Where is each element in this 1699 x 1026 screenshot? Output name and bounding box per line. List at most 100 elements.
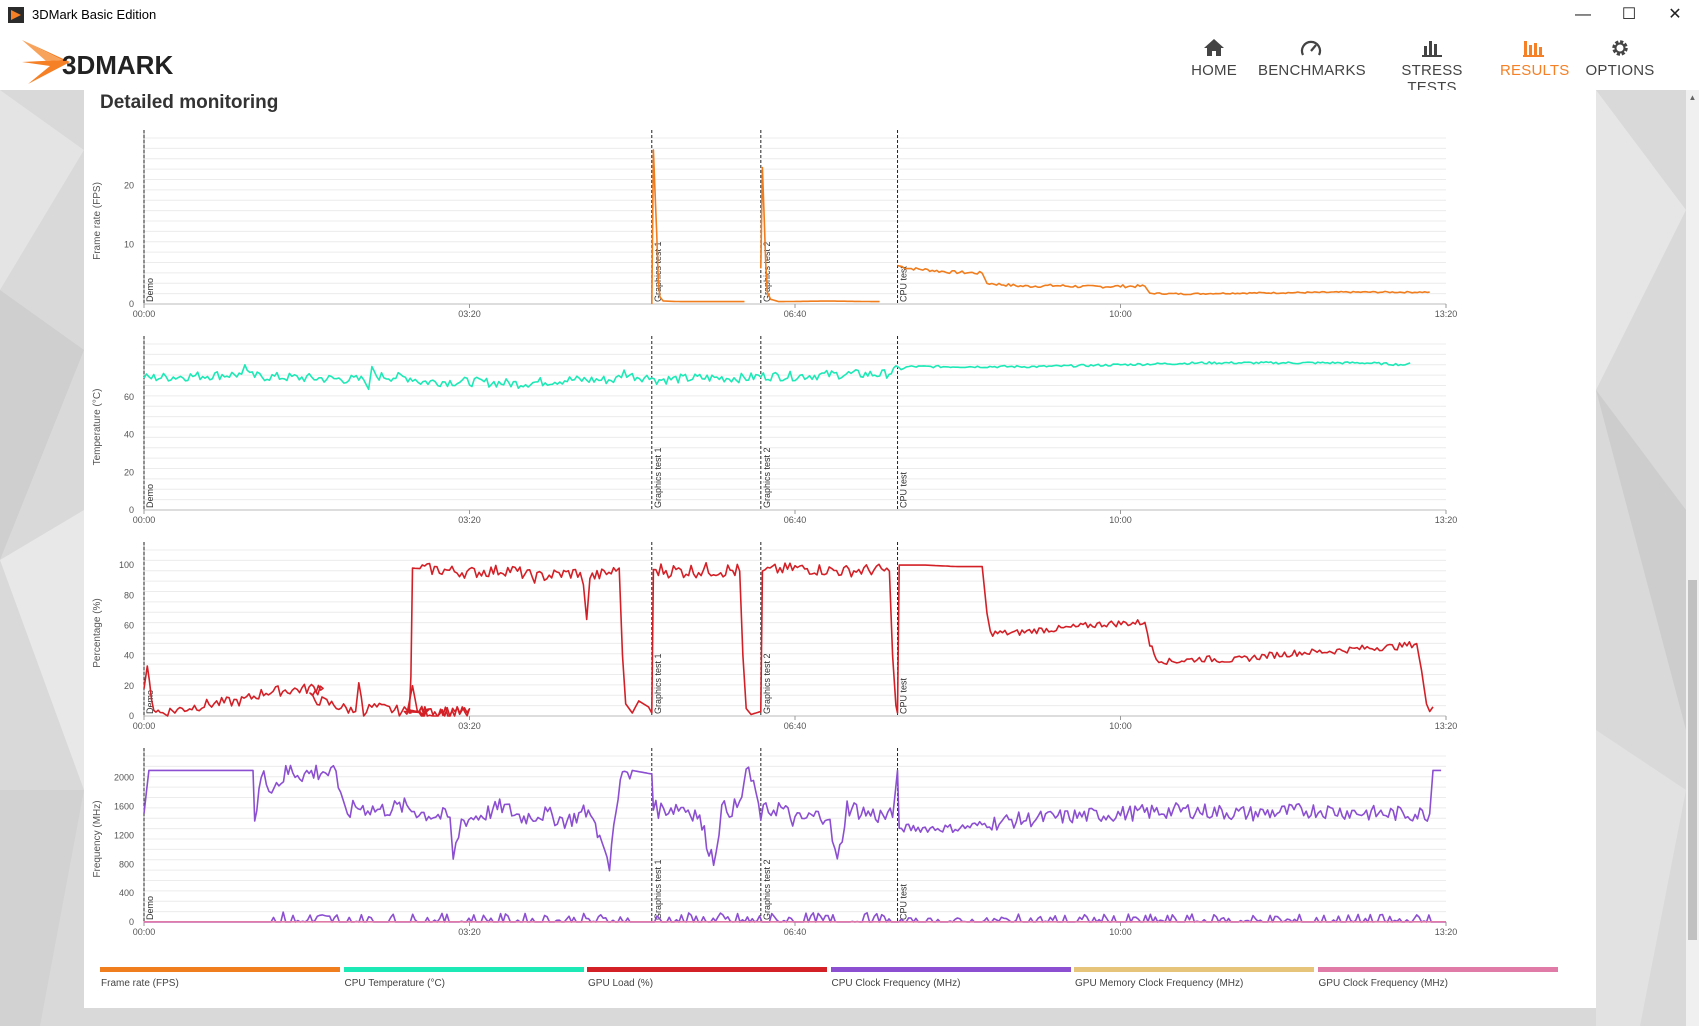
legend-swatch — [587, 967, 827, 972]
x-tick-label: 03:20 — [458, 515, 481, 524]
x-tick-label: 13:20 — [1435, 927, 1458, 936]
test-marker-label: Graphics test 1 — [653, 859, 663, 920]
legend-swatch — [830, 967, 1071, 972]
y-tick-label: 2000 — [114, 773, 134, 783]
window-title: 3DMark Basic Edition — [32, 7, 157, 22]
y-tick-label: 0 — [129, 917, 134, 927]
x-tick-label: 00:00 — [133, 721, 156, 730]
x-tick-label: 10:00 — [1109, 927, 1132, 936]
y-tick-label: 80 — [124, 590, 134, 600]
legend-label: CPU Temperature (°C) — [344, 978, 446, 989]
x-tick-label: 03:20 — [458, 721, 481, 730]
series-line — [143, 665, 471, 717]
test-marker-label: Graphics test 1 — [653, 653, 663, 714]
x-tick-label: 13:20 — [1435, 515, 1458, 524]
x-tick-label: 13:20 — [1435, 309, 1458, 318]
maximize-button[interactable]: ☐ — [1621, 6, 1637, 23]
legend-label: Frame rate (FPS) — [101, 978, 179, 989]
test-marker-label: Demo — [145, 278, 155, 302]
x-tick-label: 00:00 — [133, 309, 156, 318]
y-tick-label: 40 — [124, 430, 134, 440]
legend-swatch — [1074, 967, 1314, 972]
x-tick-label: 10:00 — [1109, 515, 1132, 524]
y-tick-label: 1600 — [114, 802, 134, 812]
series-line — [408, 561, 1434, 716]
bar-chart-icon — [1422, 41, 1442, 57]
vertical-scrollbar[interactable]: ▲ — [1686, 90, 1699, 1026]
nav-home[interactable]: HOME — [1188, 36, 1240, 86]
test-marker-label: Demo — [145, 690, 155, 714]
gear-icon — [1612, 40, 1628, 56]
test-marker-label: Graphics test 1 — [653, 447, 663, 508]
scrollbar-thumb[interactable] — [1688, 580, 1697, 940]
series-line — [143, 764, 1442, 872]
gpu-load-chart[interactable]: 0 20 40 60 80 100 00:00 03:20 06:40 10:00 13:20 Per… — [84, 540, 1596, 730]
y-tick-label: 40 — [124, 651, 134, 661]
detailed-monitoring-panel: Detailed monitoring 0 10 20 00:00 03:20 06:40… — [84, 90, 1596, 1008]
3dmark-logo[interactable]: 3DMARK — [20, 36, 230, 86]
legend-item[interactable]: CPU Temperature (°C) — [343, 967, 584, 1007]
fps-chart[interactable]: 0 10 20 00:00 03:20 06:40 10:00 13:20 Frame rate… — [84, 128, 1596, 318]
y-tick-label: 60 — [124, 620, 134, 630]
series-line — [897, 264, 1430, 296]
test-marker-label: CPU test — [899, 471, 909, 508]
test-marker-label: CPU test — [899, 677, 909, 714]
y-tick-label: 20 — [124, 467, 134, 477]
legend-item[interactable]: GPU Clock Frequency (MHz) — [1317, 967, 1558, 1007]
scroll-up-icon[interactable]: ▲ — [1688, 93, 1697, 102]
x-tick-label: 00:00 — [133, 927, 156, 936]
y-tick-label: 20 — [124, 681, 134, 691]
y-tick-label: 10 — [124, 240, 134, 250]
x-tick-label: 10:00 — [1109, 721, 1132, 730]
y-tick-label: 800 — [119, 859, 134, 869]
legend-item[interactable]: GPU Load (%) — [587, 967, 827, 1007]
legend-label: GPU Memory Clock Frequency (MHz) — [1075, 978, 1244, 989]
x-tick-label: 06:40 — [784, 721, 807, 730]
test-marker-label: Demo — [145, 484, 155, 508]
y-tick-label: 20 — [124, 180, 134, 190]
home-icon — [1204, 39, 1224, 56]
cpu-temperature-chart[interactable]: 0 20 40 60 00:00 03:20 06:40 10:00 13:20 Temperat… — [84, 334, 1596, 524]
y-tick-label: 100 — [119, 560, 134, 570]
x-tick-label: 10:00 — [1109, 309, 1132, 318]
nav-benchmarks[interactable]: BENCHMARKS — [1258, 36, 1366, 86]
gauge-icon — [1300, 40, 1322, 56]
series-line — [651, 149, 745, 305]
series-line — [144, 911, 1446, 923]
x-tick-label: 06:40 — [784, 927, 807, 936]
y-tick-label: 0 — [129, 505, 134, 515]
test-marker-label: Graphics test 2 — [762, 859, 772, 920]
legend-item[interactable]: Frame rate (FPS) — [100, 967, 340, 1007]
series-line — [143, 360, 1411, 391]
x-tick-label: 03:20 — [458, 309, 481, 318]
legend-swatch — [343, 967, 584, 972]
legend-item[interactable]: CPU Clock Frequency (MHz) — [830, 967, 1071, 1007]
test-marker-label: Graphics test 2 — [762, 653, 772, 714]
legend-label: GPU Clock Frequency (MHz) — [1318, 978, 1448, 989]
results-icon — [1523, 41, 1544, 57]
nav-results[interactable]: RESULTS — [1500, 36, 1569, 86]
logo-text: 3DMARK — [62, 50, 173, 80]
y-axis-label: Percentage (%) — [92, 598, 103, 667]
nav-stress-tests[interactable]: STRESS TESTS — [1382, 36, 1482, 96]
section-title: Detailed monitoring — [100, 92, 279, 113]
app-icon — [8, 7, 24, 23]
legend-item[interactable]: GPU Memory Clock Frequency (MHz) — [1074, 967, 1314, 1007]
y-axis-label: Temperature (°C) — [92, 389, 103, 466]
test-marker-label: CPU test — [899, 265, 909, 302]
frequency-chart[interactable]: 0 400 800 1200 1600 2000 00:00 03:20 06:40 10:00 1… — [84, 746, 1596, 936]
window-titlebar: 3DMark Basic Edition — ☐ ✕ — [0, 0, 1699, 30]
app-header: 3DMARK HOME BENCHMARKS STRESS TESTS RESU… — [0, 30, 1699, 96]
y-tick-label: 400 — [119, 888, 134, 898]
x-tick-label: 06:40 — [784, 309, 807, 318]
nav-options[interactable]: OPTIONS — [1584, 36, 1656, 86]
y-axis-label: Frequency (MHz) — [92, 800, 103, 877]
y-axis-label: Frame rate (FPS) — [92, 182, 103, 260]
y-tick-label: 0 — [129, 711, 134, 721]
legend-swatch — [100, 967, 340, 972]
x-tick-label: 00:00 — [133, 515, 156, 524]
minimize-button[interactable]: — — [1575, 6, 1591, 23]
y-tick-label: 60 — [124, 392, 134, 402]
close-button[interactable]: ✕ — [1668, 6, 1682, 23]
test-marker-label: CPU test — [899, 883, 909, 920]
